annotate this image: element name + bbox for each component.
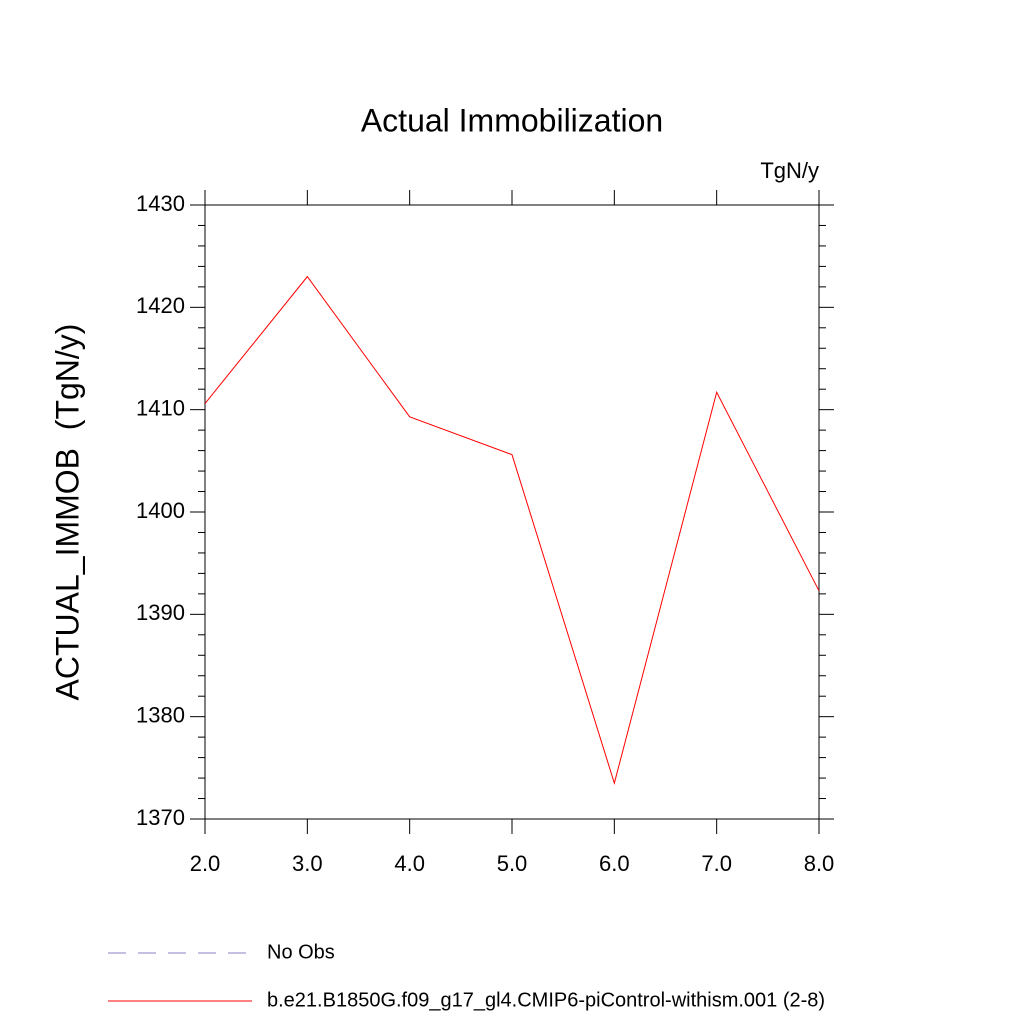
units-label: TgN/y xyxy=(760,158,819,183)
x-tick-label: 5.0 xyxy=(497,851,528,876)
y-axis-label: ACTUAL_IMMOB (TgN/y) xyxy=(49,324,85,701)
data-line xyxy=(204,275,820,785)
legend-label: b.e21.B1850G.f09_g17_gl4.CMIP6-piControl… xyxy=(267,989,825,1011)
y-tick-label: 1400 xyxy=(136,498,185,523)
y-tick-label: 1390 xyxy=(136,600,185,625)
legend-label: No Obs xyxy=(267,941,335,963)
chart-title: Actual Immobilization xyxy=(361,102,663,138)
x-tick-label: 7.0 xyxy=(701,851,732,876)
x-tick-label: 4.0 xyxy=(394,851,425,876)
y-tick-label: 1370 xyxy=(136,805,185,830)
y-tick-label: 1380 xyxy=(136,702,185,727)
y-tick-label: 1430 xyxy=(136,191,185,216)
x-tick-label: 8.0 xyxy=(804,851,835,876)
y-tick-label: 1420 xyxy=(136,293,185,318)
plot-frame xyxy=(204,204,820,820)
x-tick-label: 3.0 xyxy=(292,851,323,876)
x-tick-label: 2.0 xyxy=(190,851,221,876)
x-tick-label: 6.0 xyxy=(599,851,630,876)
y-tick-label: 1410 xyxy=(136,395,185,420)
